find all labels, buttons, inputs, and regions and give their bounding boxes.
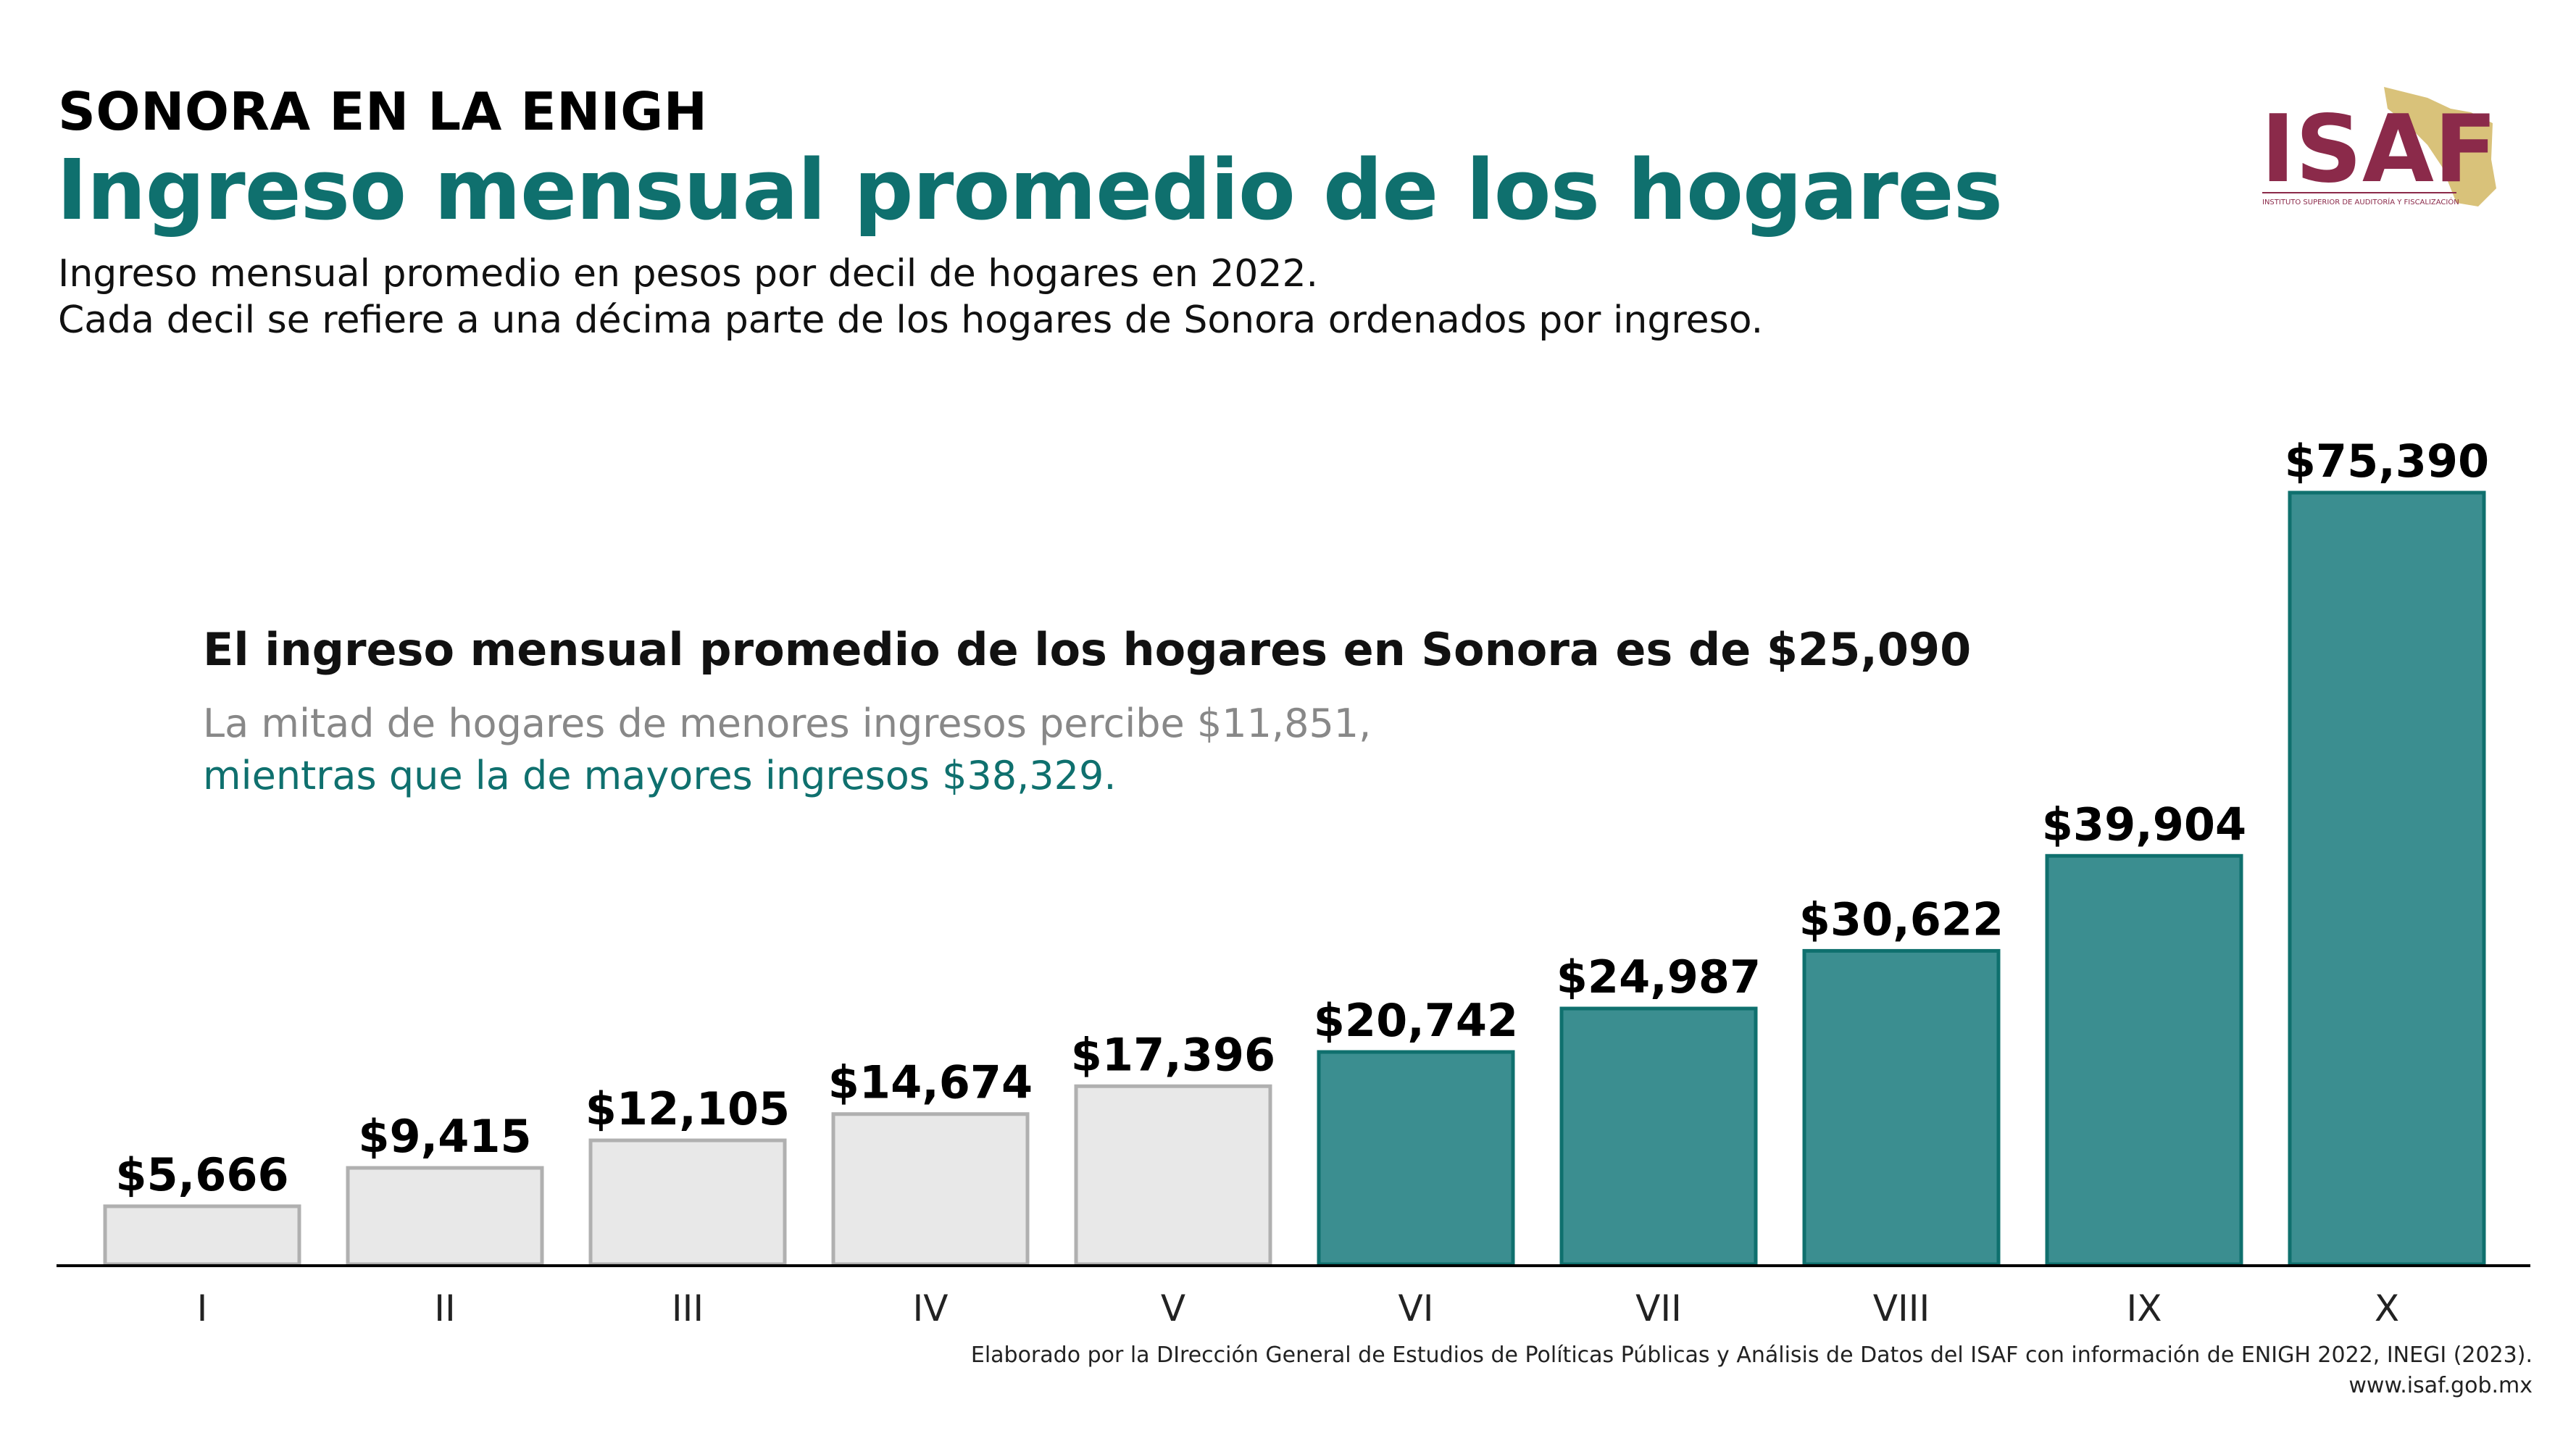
x-tick-label-VII: VII bbox=[1635, 1287, 1682, 1329]
bar-value-label-X: $75,390 bbox=[2285, 435, 2489, 488]
kicker-title: SONORA EN LA ENIGH bbox=[58, 81, 708, 142]
bar-IV bbox=[831, 1112, 1030, 1266]
x-tick-label-X: X bbox=[2375, 1287, 2399, 1329]
bar-I bbox=[103, 1204, 301, 1266]
bar-VII bbox=[1559, 1006, 1758, 1266]
footer-credit: Elaborado por la DIrección General de Es… bbox=[970, 1342, 2533, 1368]
bar-VIII bbox=[1802, 948, 2001, 1266]
x-tick-label-III: III bbox=[672, 1287, 704, 1329]
bar-X bbox=[2288, 490, 2486, 1266]
bar-VI bbox=[1317, 1050, 1515, 1266]
x-tick-label-VIII: VIII bbox=[1873, 1287, 1930, 1329]
highlight-gray-text: La mitad de hogares de menores ingresos … bbox=[203, 701, 1372, 746]
bar-value-label-IV: $14,674 bbox=[828, 1056, 1033, 1109]
x-tick-label-VI: VI bbox=[1399, 1287, 1434, 1329]
bar-V bbox=[1074, 1084, 1272, 1266]
subtitle-line-2: Cada decil se refiere a una décima parte… bbox=[58, 298, 1764, 342]
page-title: Ingreso mensual promedio de los hogares bbox=[57, 142, 2003, 239]
bar-value-label-II: $9,415 bbox=[358, 1110, 531, 1163]
highlight-box: El ingreso mensual promedio de los hogar… bbox=[203, 623, 1971, 802]
bar-value-label-VII: $24,987 bbox=[1556, 951, 1761, 1003]
bar-value-label-III: $12,105 bbox=[585, 1082, 790, 1135]
footer: Elaborado por la DIrección General de Es… bbox=[971, 1340, 2533, 1401]
isaf-logo-graphic: ISAF INSTITUTO SUPERIOR DE AUDITORÍA Y F… bbox=[2261, 87, 2497, 206]
bar-III bbox=[588, 1138, 787, 1266]
x-tick-label-I: I bbox=[197, 1287, 208, 1329]
highlight-main-text: El ingreso mensual promedio de los hogar… bbox=[203, 623, 1972, 676]
subtitle-line-1: Ingreso mensual promedio en pesos por de… bbox=[58, 252, 1319, 296]
sonora-map-shape bbox=[2384, 87, 2496, 206]
bar-value-label-VIII: $30,622 bbox=[1799, 893, 2004, 945]
bar-IX bbox=[2045, 853, 2243, 1266]
bar-value-label-IX: $39,904 bbox=[2042, 798, 2246, 851]
footer-url: www.isaf.gob.mx bbox=[2348, 1373, 2533, 1398]
x-tick-label-V: V bbox=[1161, 1287, 1185, 1329]
x-tick-label-II: II bbox=[434, 1287, 456, 1329]
subtitle: Ingreso mensual promedio en pesos por de… bbox=[58, 251, 1763, 343]
logo-text: ISAF bbox=[2261, 96, 2497, 204]
bar-value-label-VI: $20,742 bbox=[1314, 994, 1518, 1047]
bar-value-label-V: $17,396 bbox=[1071, 1028, 1275, 1081]
x-tick-label-IV: IV bbox=[913, 1287, 949, 1329]
logo-tagline: INSTITUTO SUPERIOR DE AUDITORÍA Y FISCAL… bbox=[2262, 197, 2459, 206]
x-tick-label-IX: IX bbox=[2127, 1287, 2162, 1329]
bar-value-label-I: $5,666 bbox=[115, 1148, 288, 1201]
highlight-teal-text: mientras que la de mayores ingresos $38,… bbox=[203, 753, 1117, 798]
bar-II bbox=[346, 1166, 544, 1266]
isaf-logo: ISAF INSTITUTO SUPERIOR DE AUDITORÍA Y F… bbox=[2261, 80, 2507, 217]
